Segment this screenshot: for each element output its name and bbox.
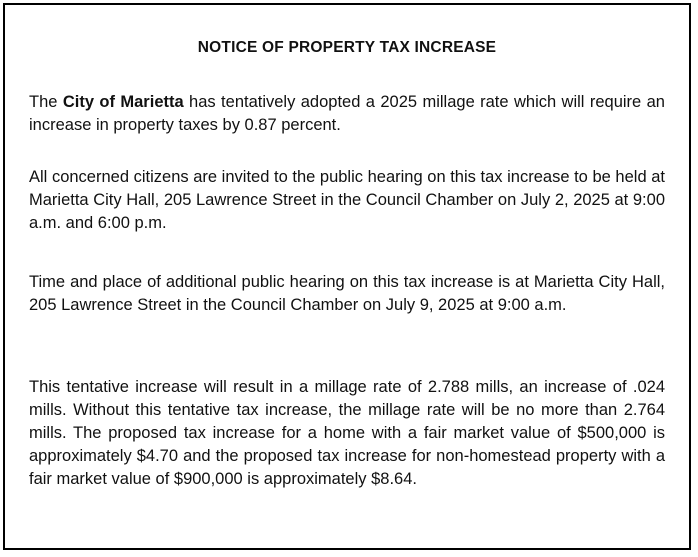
tax-notice-box: NOTICE OF PROPERTY TAX INCREASE The City…	[3, 3, 691, 550]
additional-hearing-paragraph: Time and place of additional public hear…	[29, 273, 665, 314]
adoption-paragraph: The City of Marietta has tentatively ado…	[29, 91, 665, 137]
millage-details-paragraph: This tentative increase will result in a…	[29, 378, 665, 488]
first-hearing-paragraph: All concerned citizens are invited to th…	[29, 168, 665, 232]
paragraph-suffix: has tentatively adopted a 2025 millage r…	[29, 93, 665, 134]
city-name: City of Marietta	[62, 93, 184, 111]
notice-title: NOTICE OF PROPERTY TAX INCREASE	[197, 39, 497, 56]
paragraph-prefix: The	[29, 93, 63, 111]
